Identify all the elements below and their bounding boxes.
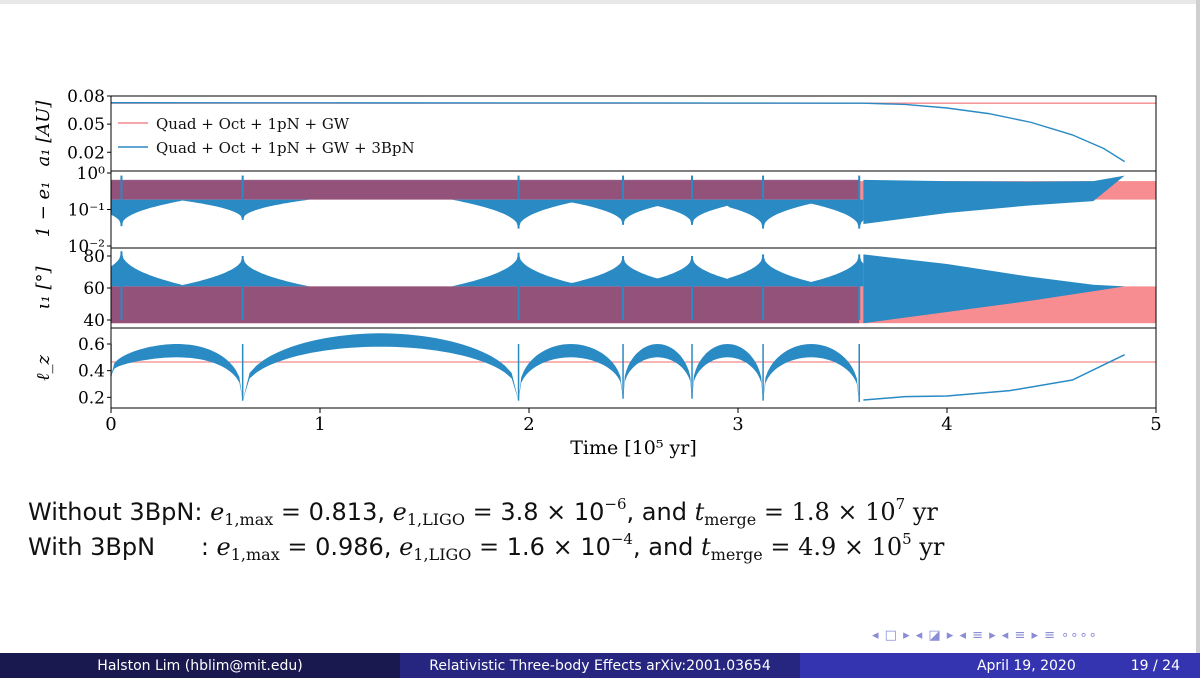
x-tick-label: 5 <box>1150 414 1161 435</box>
equals: = <box>756 498 792 526</box>
overlap-band <box>111 179 860 200</box>
legend-label: Quad + Oct + 1pN + GW + 3BpN <box>156 139 415 157</box>
footer-author: Halston Lim (hblim@mit.edu) <box>97 657 303 674</box>
summary-prefix: Without 3BpN: <box>28 498 211 526</box>
y-tick-label: 40 <box>83 311 105 331</box>
tmerge-subscript: merge <box>710 545 763 564</box>
y-tick-label: 10⁻² <box>68 237 105 257</box>
y-axis-label-lz: ℓ_z <box>33 354 54 380</box>
y-tick-label: 0.05 <box>67 115 105 135</box>
footer-date-segment: April 19, 2020 19 / 24 <box>800 653 1200 678</box>
tmerge-unit: yr <box>911 533 945 561</box>
y-tick-label: 0.2 <box>78 388 105 408</box>
window-right-edge <box>1196 0 1200 655</box>
emax-subscript: 1,max <box>224 510 274 529</box>
eligo-symbol: e <box>392 498 407 526</box>
y-tick-label: 10⁻¹ <box>68 201 105 221</box>
eligo-value: 1.6 × 10 <box>506 533 611 561</box>
y-tick-label: 10⁰ <box>77 164 106 184</box>
y-axis-label-e1: 1 − e₁ <box>33 182 54 238</box>
eligo-symbol: e <box>399 533 414 561</box>
panel-e1-marks <box>111 175 1156 229</box>
equals: = <box>762 533 799 561</box>
tmerge-exponent: 5 <box>902 530 912 548</box>
emax-value: 0.986 <box>315 533 384 561</box>
evolution-chart: 0.08 0.05 0.02 a₁ [AU] 10⁰ 10⁻¹ 10⁻² 1 − e₁ 80 60… <box>33 87 1162 459</box>
tmerge-symbol: t <box>701 533 711 561</box>
panel-i1-marks <box>111 251 1156 324</box>
emax-symbol: e <box>216 533 231 561</box>
x-tick-label: 4 <box>941 414 952 435</box>
x-axis-label: Time [10⁵ yr] <box>570 437 697 459</box>
y-tick-label: 60 <box>83 279 105 299</box>
beamer-navigation-icons[interactable]: ◂ □ ▸ ◂ ◪ ▸ ◂ ≡ ▸ ◂ ≡ ▸ ≡ ∘∘∘∘ <box>872 628 1098 643</box>
tmerge-subscript: merge <box>704 510 757 529</box>
y-tick-label: 80 <box>83 247 105 267</box>
equals: = <box>471 533 507 561</box>
panel-lz-marks <box>111 333 1156 402</box>
summary-prefix: With 3BpN : <box>28 533 217 561</box>
x-tick-label: 0 <box>105 414 116 435</box>
blue-oscillation-cusps <box>111 251 864 287</box>
eligo-subscript: 1,LIGO <box>406 510 465 529</box>
panel-a1-marks <box>111 102 1156 163</box>
blue-tail-envelope <box>863 254 1125 324</box>
tmerge-exponent: 7 <box>895 495 906 513</box>
eligo-value: 3.8 × 10 <box>500 498 605 526</box>
blue-tail-envelope <box>863 175 1125 225</box>
emax-symbol: e <box>210 498 225 526</box>
y-axis-label-i1: ι₁ [°] <box>33 266 54 310</box>
blue-oscillation-cusps <box>111 199 864 229</box>
eligo-exponent: −6 <box>604 495 627 513</box>
y-tick-label: 0.4 <box>78 362 105 382</box>
panel-lz-frame <box>110 327 1157 409</box>
window-top-edge <box>0 0 1200 4</box>
footer-date: April 19, 2020 <box>976 657 1076 674</box>
blue-oscillation-arches <box>111 333 860 402</box>
equals: = <box>464 498 501 526</box>
emax-value: 0.813 <box>308 498 378 526</box>
x-tick-label: 2 <box>523 414 534 435</box>
panel-a1-frame <box>110 95 1157 172</box>
y-tick-label: 0.08 <box>67 87 105 107</box>
legend-label: Quad + Oct + 1pN + GW <box>156 115 350 133</box>
emax-subscript: 1,max <box>230 545 280 564</box>
footer-title: Relativistic Three-body Effects arXiv:20… <box>429 657 771 674</box>
series-line-quad-oct-1pn-gw-3bpn <box>863 353 1125 401</box>
equals: = <box>273 498 309 526</box>
tmerge-symbol: t <box>694 498 705 526</box>
equals: = <box>279 533 316 561</box>
footer-bar: Halston Lim (hblim@mit.edu) Relativistic… <box>0 653 1200 678</box>
tmerge-unit: yr <box>905 498 938 526</box>
summary-without-3bpn: Without 3BpN: e1,max = 0.813, e1,LIGO = … <box>28 495 938 529</box>
x-tick-label: 3 <box>732 414 743 435</box>
separator: , and <box>632 533 702 561</box>
eligo-exponent: −4 <box>610 530 633 548</box>
y-tick-label: 0.02 <box>67 143 105 163</box>
tmerge-value: 4.9 × 10 <box>798 533 903 561</box>
x-tick-label: 1 <box>314 414 325 435</box>
footer-title-segment: Relativistic Three-body Effects arXiv:20… <box>400 653 800 678</box>
tmerge-value: 1.8 × 10 <box>791 498 896 526</box>
separator: , and <box>626 498 695 526</box>
separator: , <box>377 498 393 526</box>
footer-page-number: 19 / 24 <box>1130 657 1180 674</box>
series-line-quad-oct-1pn-gw-3bpn <box>111 102 1126 163</box>
footer-author-segment: Halston Lim (hblim@mit.edu) <box>0 653 400 678</box>
overlap-band <box>111 286 860 324</box>
y-axis-label-a1: a₁ [AU] <box>33 100 54 167</box>
summary-with-3bpn: With 3BpN : e1,max = 0.986, e1,LIGO = 1.… <box>28 530 945 564</box>
y-tick-label: 0.6 <box>78 335 105 355</box>
eligo-subscript: 1,LIGO <box>413 545 472 564</box>
separator: , <box>383 533 400 561</box>
